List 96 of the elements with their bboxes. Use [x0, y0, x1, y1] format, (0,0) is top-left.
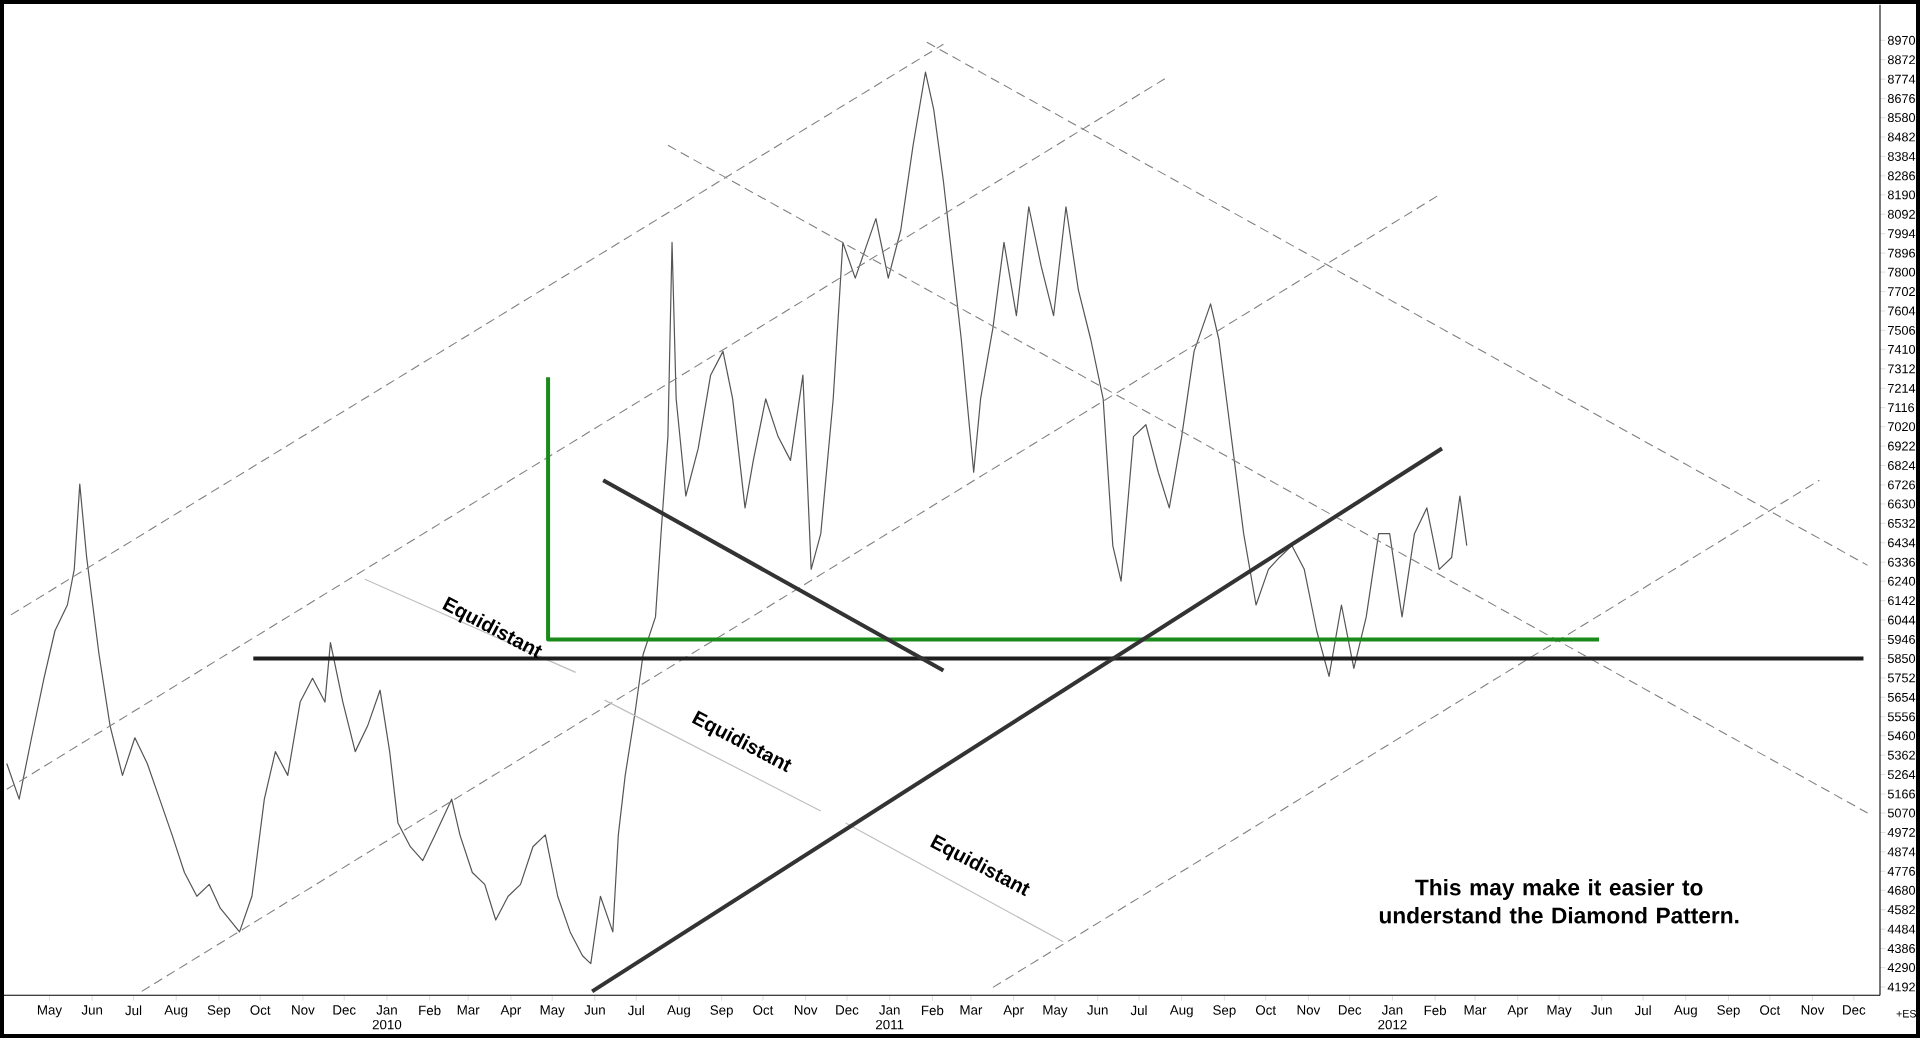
x-tick-label: May — [1043, 1005, 1068, 1018]
y-tick-label: 5556 — [1887, 712, 1915, 722]
y-tick-label: 8482 — [1887, 132, 1915, 142]
x-tick-label: Nov — [292, 1005, 315, 1015]
y-tick-label: 4582 — [1887, 905, 1915, 915]
x-tick-label: Jul — [1130, 1005, 1147, 1016]
y-tick-label: 6726 — [1888, 480, 1915, 490]
y-tick-label: 4776 — [1887, 866, 1915, 876]
y-tick-label: 8676 — [1887, 94, 1915, 104]
y-tick-label: 7994 — [1888, 229, 1916, 239]
x-tick-label: Jun — [584, 1005, 605, 1015]
y-tick-label: 6630 — [1888, 499, 1916, 509]
y-tick-label: 6922 — [1888, 441, 1915, 451]
y-tick-label: 5264 — [1887, 770, 1916, 780]
x-tick-label: Nov — [794, 1005, 818, 1015]
x-tick-label: Apr — [1507, 1005, 1528, 1018]
y-tick-label: 7410 — [1888, 344, 1916, 354]
x-tick-label: Aug — [667, 1005, 690, 1018]
x-tick-label: Oct — [753, 1005, 774, 1015]
y-tick-label: 6142 — [1888, 596, 1915, 606]
y-tick-label: 8190 — [1887, 190, 1916, 200]
y-tick-label: 5362 — [1887, 750, 1915, 760]
x-tick-label: Feb — [419, 1005, 441, 1016]
x-tick-label: Jan 2012 — [1378, 1005, 1407, 1030]
y-tick-label: 5070 — [1887, 808, 1916, 818]
y-tick-label: 5850 — [1887, 654, 1916, 663]
x-tick-label: Oct — [250, 1005, 271, 1015]
y-tick-label: 4192 — [1887, 982, 1915, 992]
x-tick-label: Sep — [207, 1005, 231, 1018]
x-tick-label: Jun — [1591, 1005, 1612, 1015]
x-tick-label: Sep — [1717, 1005, 1740, 1018]
y-tick-label: 4290 — [1887, 963, 1916, 973]
y-tick-label: 5752 — [1887, 673, 1915, 683]
x-tick-label: Mar — [457, 1005, 480, 1015]
x-tick-label: Nov — [1801, 1005, 1825, 1015]
y-tick-label: 8774 — [1887, 74, 1916, 84]
x-tick-label: Mar — [1464, 1005, 1487, 1015]
x-tick-label: Jul — [1634, 1005, 1651, 1016]
x-tick-label: Dec — [1338, 1005, 1362, 1015]
y-tick-label: 8970 — [1887, 35, 1916, 45]
y-tick-label: 5946 — [1887, 634, 1915, 644]
y-tick-label: 5166 — [1887, 789, 1915, 799]
x-tick-label: Dec — [836, 1005, 859, 1015]
y-tick-label: 7312 — [1888, 364, 1915, 374]
y-tick-label: 7214 — [1888, 383, 1916, 393]
x-tick-label: Aug — [1169, 1005, 1193, 1018]
x-tick-label: Dec — [1843, 1005, 1866, 1015]
y-tick-label: 8092 — [1887, 209, 1915, 219]
x-tick-label: Oct — [1760, 1005, 1781, 1015]
y-tick-label: 4386 — [1887, 944, 1915, 954]
y-tick-label: 6434 — [1888, 538, 1916, 548]
y-tick-label: 4972 — [1887, 827, 1915, 837]
y-tick-label: 8384 — [1887, 151, 1916, 161]
x-tick-label: Aug — [164, 1005, 188, 1018]
x-tick-label: Dec — [333, 1005, 356, 1015]
x-tick-label: Apr — [500, 1005, 522, 1018]
y-tick-label: 6240 — [1888, 576, 1916, 586]
y-tick-label: 8872 — [1887, 55, 1915, 65]
y-tick-label: 6824 — [1888, 461, 1916, 470]
y-tick-label: 4874 — [1887, 847, 1916, 857]
y-tick-label: 7604 — [1888, 306, 1916, 316]
y-tick-label: 7800 — [1888, 267, 1916, 277]
x-tick-label: Nov — [1297, 1005, 1321, 1015]
x-tick-label: May — [1547, 1005, 1572, 1018]
y-tick-label: 5460 — [1887, 731, 1916, 741]
x-tick-label: Jul — [627, 1005, 644, 1016]
x-tick-label: May — [540, 1005, 565, 1018]
y-tick-label: 7116 — [1888, 403, 1915, 413]
y-tick-label: 6336 — [1888, 557, 1915, 567]
x-tick-label: May — [37, 1005, 63, 1018]
x-tick-label: Feb — [1424, 1005, 1447, 1016]
y-tick-label: 4680 — [1887, 885, 1916, 895]
x-tick-label: Oct — [1255, 1005, 1276, 1015]
x-tick-label: Sep — [1213, 1005, 1236, 1018]
annotation: This may make it easier to understand the Diamond Pattern. — [1379, 878, 1739, 924]
y-tick-label: 7020 — [1888, 422, 1916, 432]
y-tick-label: 7702 — [1888, 287, 1915, 297]
y-tick-label: 6532 — [1888, 518, 1915, 528]
y-tick-label: 5654 — [1887, 692, 1916, 702]
y-tick-label: 8286 — [1887, 171, 1915, 181]
x-tick-label: Feb — [921, 1005, 944, 1016]
x-tick-label: Sep — [710, 1005, 733, 1018]
x-tick-label: Jan 2010 — [372, 1005, 402, 1030]
x-tick-label: Apr — [1003, 1005, 1024, 1018]
text: +ES — [1896, 1009, 1917, 1018]
x-tick-label: Mar — [960, 1005, 983, 1015]
x-tick-label: Jul — [125, 1005, 142, 1016]
x-tick-label: Aug — [1673, 1005, 1697, 1018]
y-tick-label: 7896 — [1888, 248, 1915, 258]
x-tick-label: Jun — [1087, 1005, 1108, 1015]
x-tick-label: Jun — [81, 1005, 103, 1015]
y-tick-label: 8580 — [1887, 113, 1916, 123]
x-tick-label: Jan 2011 — [876, 1005, 904, 1030]
y-tick-label: 7506 — [1888, 325, 1915, 335]
y-tick-label: 6044 — [1888, 615, 1916, 625]
y-tick-label: 4484 — [1887, 924, 1916, 934]
